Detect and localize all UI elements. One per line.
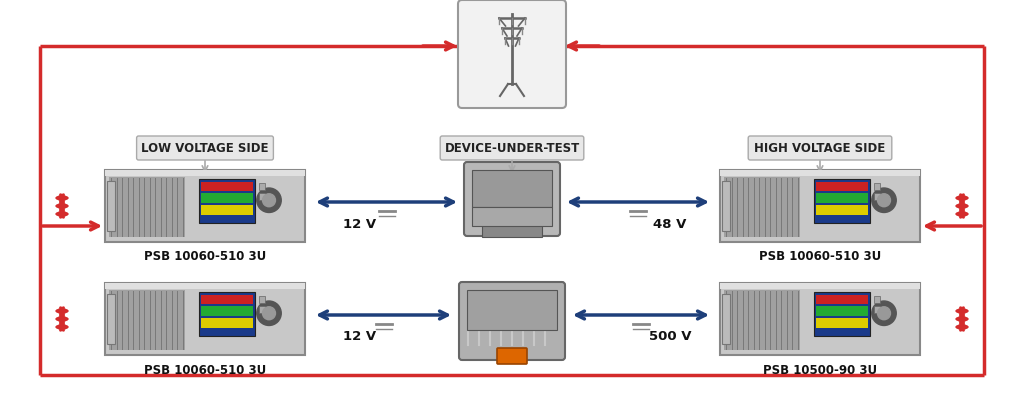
Bar bbox=[201, 182, 253, 191]
Text: 500 V: 500 V bbox=[649, 331, 691, 344]
Bar bbox=[816, 307, 868, 316]
Bar bbox=[724, 290, 800, 350]
FancyBboxPatch shape bbox=[136, 136, 273, 160]
Bar bbox=[199, 292, 255, 336]
Bar bbox=[814, 292, 870, 336]
Bar bbox=[105, 283, 305, 289]
Circle shape bbox=[262, 307, 275, 320]
Bar bbox=[874, 193, 880, 200]
Bar bbox=[720, 283, 920, 355]
Bar bbox=[106, 181, 115, 231]
Bar bbox=[720, 283, 920, 289]
Bar bbox=[874, 306, 880, 313]
FancyBboxPatch shape bbox=[749, 136, 892, 160]
Bar bbox=[816, 205, 868, 215]
Text: PSB 10060-510 3U: PSB 10060-510 3U bbox=[144, 364, 266, 377]
Text: PSB 10500-90 3U: PSB 10500-90 3U bbox=[763, 364, 878, 377]
Bar bbox=[199, 178, 255, 223]
Text: 48 V: 48 V bbox=[653, 217, 687, 230]
Bar bbox=[814, 178, 870, 223]
Bar bbox=[109, 177, 185, 237]
Circle shape bbox=[257, 188, 282, 212]
Bar bbox=[201, 205, 253, 215]
Bar bbox=[201, 295, 253, 305]
Bar bbox=[874, 183, 880, 190]
Bar bbox=[722, 181, 730, 231]
Bar bbox=[720, 170, 920, 176]
Bar bbox=[467, 290, 557, 330]
FancyBboxPatch shape bbox=[464, 162, 560, 236]
Text: PSB 10060-510 3U: PSB 10060-510 3U bbox=[759, 251, 881, 264]
Bar bbox=[482, 223, 542, 237]
Text: PSB 10060-510 3U: PSB 10060-510 3U bbox=[144, 251, 266, 264]
Bar bbox=[874, 296, 880, 303]
Bar bbox=[105, 170, 305, 176]
Bar bbox=[816, 318, 868, 328]
Bar bbox=[201, 318, 253, 328]
FancyBboxPatch shape bbox=[459, 282, 565, 360]
Text: DEVICE-UNDER-TEST: DEVICE-UNDER-TEST bbox=[444, 141, 580, 154]
Bar bbox=[724, 177, 800, 237]
Bar bbox=[201, 307, 253, 316]
Circle shape bbox=[871, 301, 896, 325]
Text: 12 V: 12 V bbox=[343, 217, 377, 230]
FancyBboxPatch shape bbox=[458, 0, 566, 108]
FancyBboxPatch shape bbox=[497, 348, 527, 364]
Text: 12 V: 12 V bbox=[343, 331, 377, 344]
Text: LOW VOLTAGE SIDE: LOW VOLTAGE SIDE bbox=[141, 141, 268, 154]
Bar bbox=[816, 182, 868, 191]
Bar bbox=[259, 193, 265, 200]
Bar bbox=[105, 283, 305, 355]
Circle shape bbox=[878, 194, 891, 207]
Bar bbox=[109, 290, 185, 350]
Text: HIGH VOLTAGE SIDE: HIGH VOLTAGE SIDE bbox=[755, 141, 886, 154]
Bar bbox=[201, 193, 253, 203]
Bar bbox=[472, 170, 552, 207]
Circle shape bbox=[878, 307, 891, 320]
FancyBboxPatch shape bbox=[440, 136, 584, 160]
Circle shape bbox=[257, 301, 282, 325]
Bar bbox=[259, 306, 265, 313]
Circle shape bbox=[262, 194, 275, 207]
Bar bbox=[722, 294, 730, 344]
Circle shape bbox=[871, 188, 896, 212]
Bar bbox=[259, 183, 265, 190]
Bar bbox=[472, 207, 552, 226]
Bar bbox=[259, 296, 265, 303]
Bar bbox=[816, 295, 868, 305]
Bar bbox=[105, 170, 305, 242]
Bar bbox=[816, 193, 868, 203]
Bar bbox=[720, 170, 920, 242]
Bar bbox=[106, 294, 115, 344]
